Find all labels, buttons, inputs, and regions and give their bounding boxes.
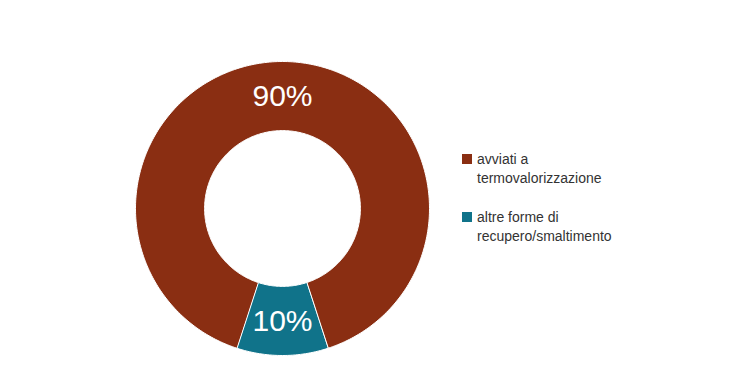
- svg-text:90%: 90%: [252, 79, 312, 112]
- html-text:altre forme di recupero/smalti: altre forme di recupero/smaltimento: [477, 209, 612, 244]
- html-text:avviati a termovalorizzazione: avviati a termovalorizzazione: [477, 151, 602, 186]
- svg-text:10%: 10%: [252, 304, 312, 337]
